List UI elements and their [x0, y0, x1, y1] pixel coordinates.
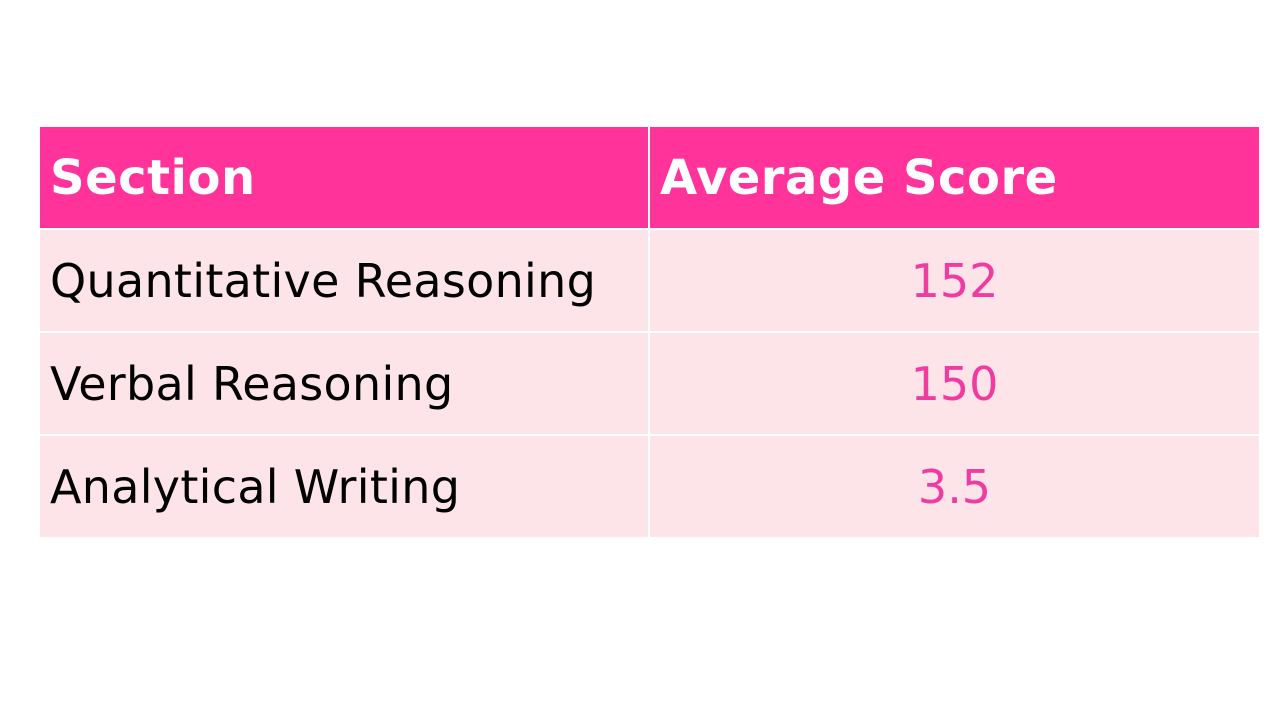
header-section: Section: [38, 125, 650, 230]
section-name: Verbal Reasoning: [38, 331, 650, 436]
average-score: 152: [648, 228, 1261, 333]
average-score: 3.5: [648, 434, 1261, 539]
section-name: Quantitative Reasoning: [38, 228, 650, 333]
average-score: 150: [648, 331, 1261, 436]
table-row: Quantitative Reasoning 152: [38, 228, 1261, 333]
section-name: Analytical Writing: [38, 434, 650, 539]
table-header-row: Section Average Score: [38, 125, 1261, 230]
header-average-score: Average Score: [648, 125, 1261, 230]
table-row: Analytical Writing 3.5: [38, 434, 1261, 539]
scores-table: Section Average Score Quantitative Reaso…: [38, 125, 1261, 539]
table-row: Verbal Reasoning 150: [38, 331, 1261, 436]
